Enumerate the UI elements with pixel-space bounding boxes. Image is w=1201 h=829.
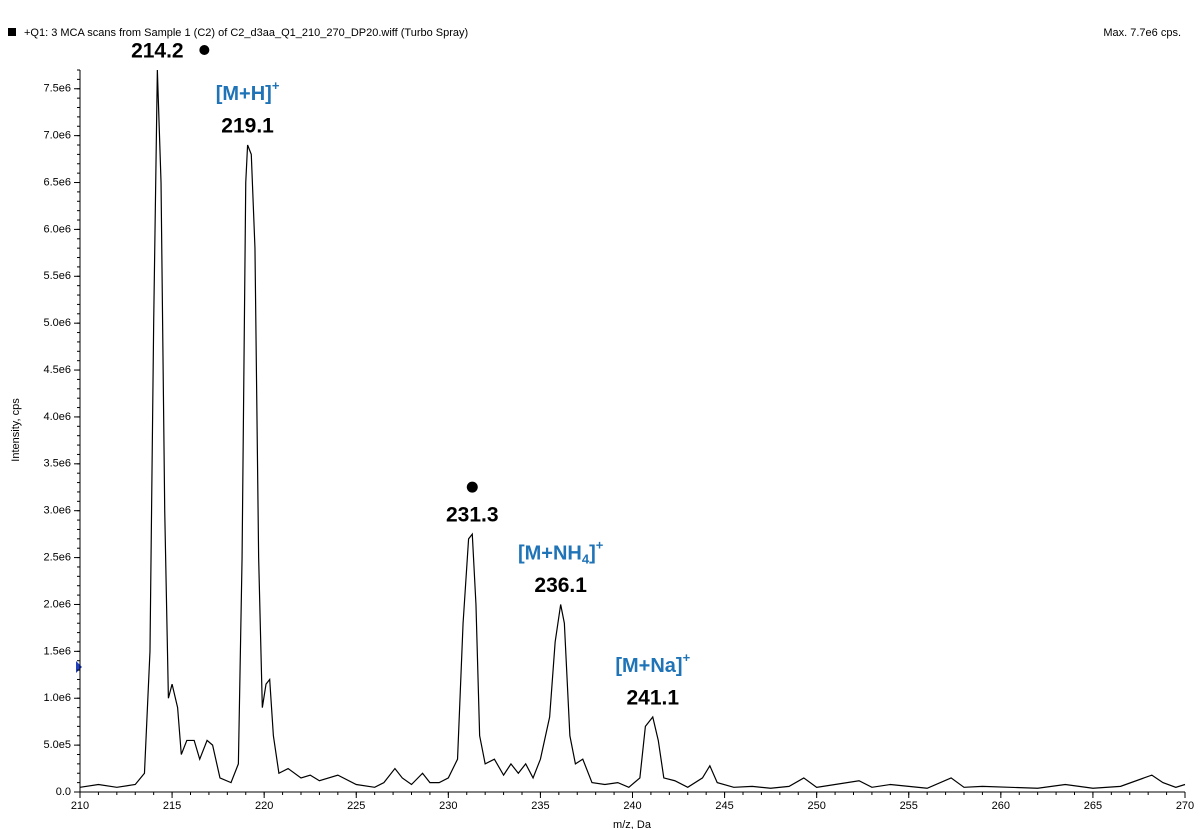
- adduct-label: [M+Na]+: [615, 650, 690, 677]
- peak-label: 219.1: [221, 115, 274, 138]
- peak-marker: [199, 45, 210, 55]
- y-tick-label: 3.0e6: [43, 505, 71, 517]
- adduct-part: +: [596, 538, 604, 553]
- adduct-part: ]: [589, 543, 596, 565]
- y-tick-label: 2.5e6: [43, 551, 71, 563]
- peak-label: 231.3: [446, 504, 499, 527]
- y-tick-label: 7.5e6: [43, 83, 71, 95]
- y-tick-label: 6.5e6: [43, 176, 71, 188]
- x-tick-label: 210: [71, 800, 89, 812]
- adduct-part: [M+H]: [216, 83, 272, 105]
- y-axis-label: Intensity, cps: [10, 398, 22, 462]
- y-tick-label: 2.0e6: [43, 598, 71, 610]
- adduct-part: +: [272, 78, 280, 93]
- x-tick-label: 230: [439, 800, 457, 812]
- y-tick-label: 3.5e6: [43, 458, 71, 470]
- y-tick-label: 5.5e6: [43, 270, 71, 282]
- x-tick-label: 260: [992, 800, 1010, 812]
- adduct-part: 4: [582, 552, 590, 567]
- header-icon: [8, 28, 16, 36]
- threshold-marker: [76, 661, 82, 673]
- adduct-part: +: [683, 650, 691, 665]
- y-tick-label: 1.0e6: [43, 692, 71, 704]
- x-tick-label: 240: [623, 800, 641, 812]
- y-tick-label: 4.5e6: [43, 364, 71, 376]
- y-tick-label: 4.0e6: [43, 411, 71, 423]
- x-tick-label: 250: [807, 800, 825, 812]
- x-tick-label: 225: [347, 800, 365, 812]
- x-tick-label: 215: [163, 800, 181, 812]
- max-label: Max. 7.7e6 cps.: [1103, 27, 1181, 39]
- peak-label: 214.2: [131, 40, 184, 63]
- x-tick-label: 220: [255, 800, 273, 812]
- x-tick-label: 270: [1176, 800, 1194, 812]
- chart-title: +Q1: 3 MCA scans from Sample 1 (C2) of C…: [24, 27, 468, 39]
- x-tick-label: 235: [531, 800, 549, 812]
- y-tick-label: 1.5e6: [43, 645, 71, 657]
- y-tick-label: 7.0e6: [43, 130, 71, 142]
- adduct-label: [M+NH4]+: [518, 538, 604, 567]
- peak-label: 236.1: [534, 574, 587, 597]
- peak-label: 241.1: [626, 687, 679, 710]
- x-tick-label: 255: [900, 800, 918, 812]
- adduct-part: [M+Na]: [615, 655, 682, 677]
- x-axis-label: m/z, Da: [613, 819, 652, 829]
- y-tick-label: 6.0e6: [43, 223, 71, 235]
- x-tick-label: 265: [1084, 800, 1102, 812]
- y-tick-label: 5.0e6: [43, 317, 71, 329]
- adduct-label: [M+H]+: [216, 78, 280, 105]
- y-tick-label: 0.0: [56, 786, 71, 798]
- x-tick-label: 245: [715, 800, 733, 812]
- spectrum-line: [79, 69, 1186, 789]
- y-tick-label: 5.0e5: [43, 739, 71, 751]
- peak-marker: [466, 481, 478, 493]
- adduct-part: [M+NH: [518, 543, 582, 565]
